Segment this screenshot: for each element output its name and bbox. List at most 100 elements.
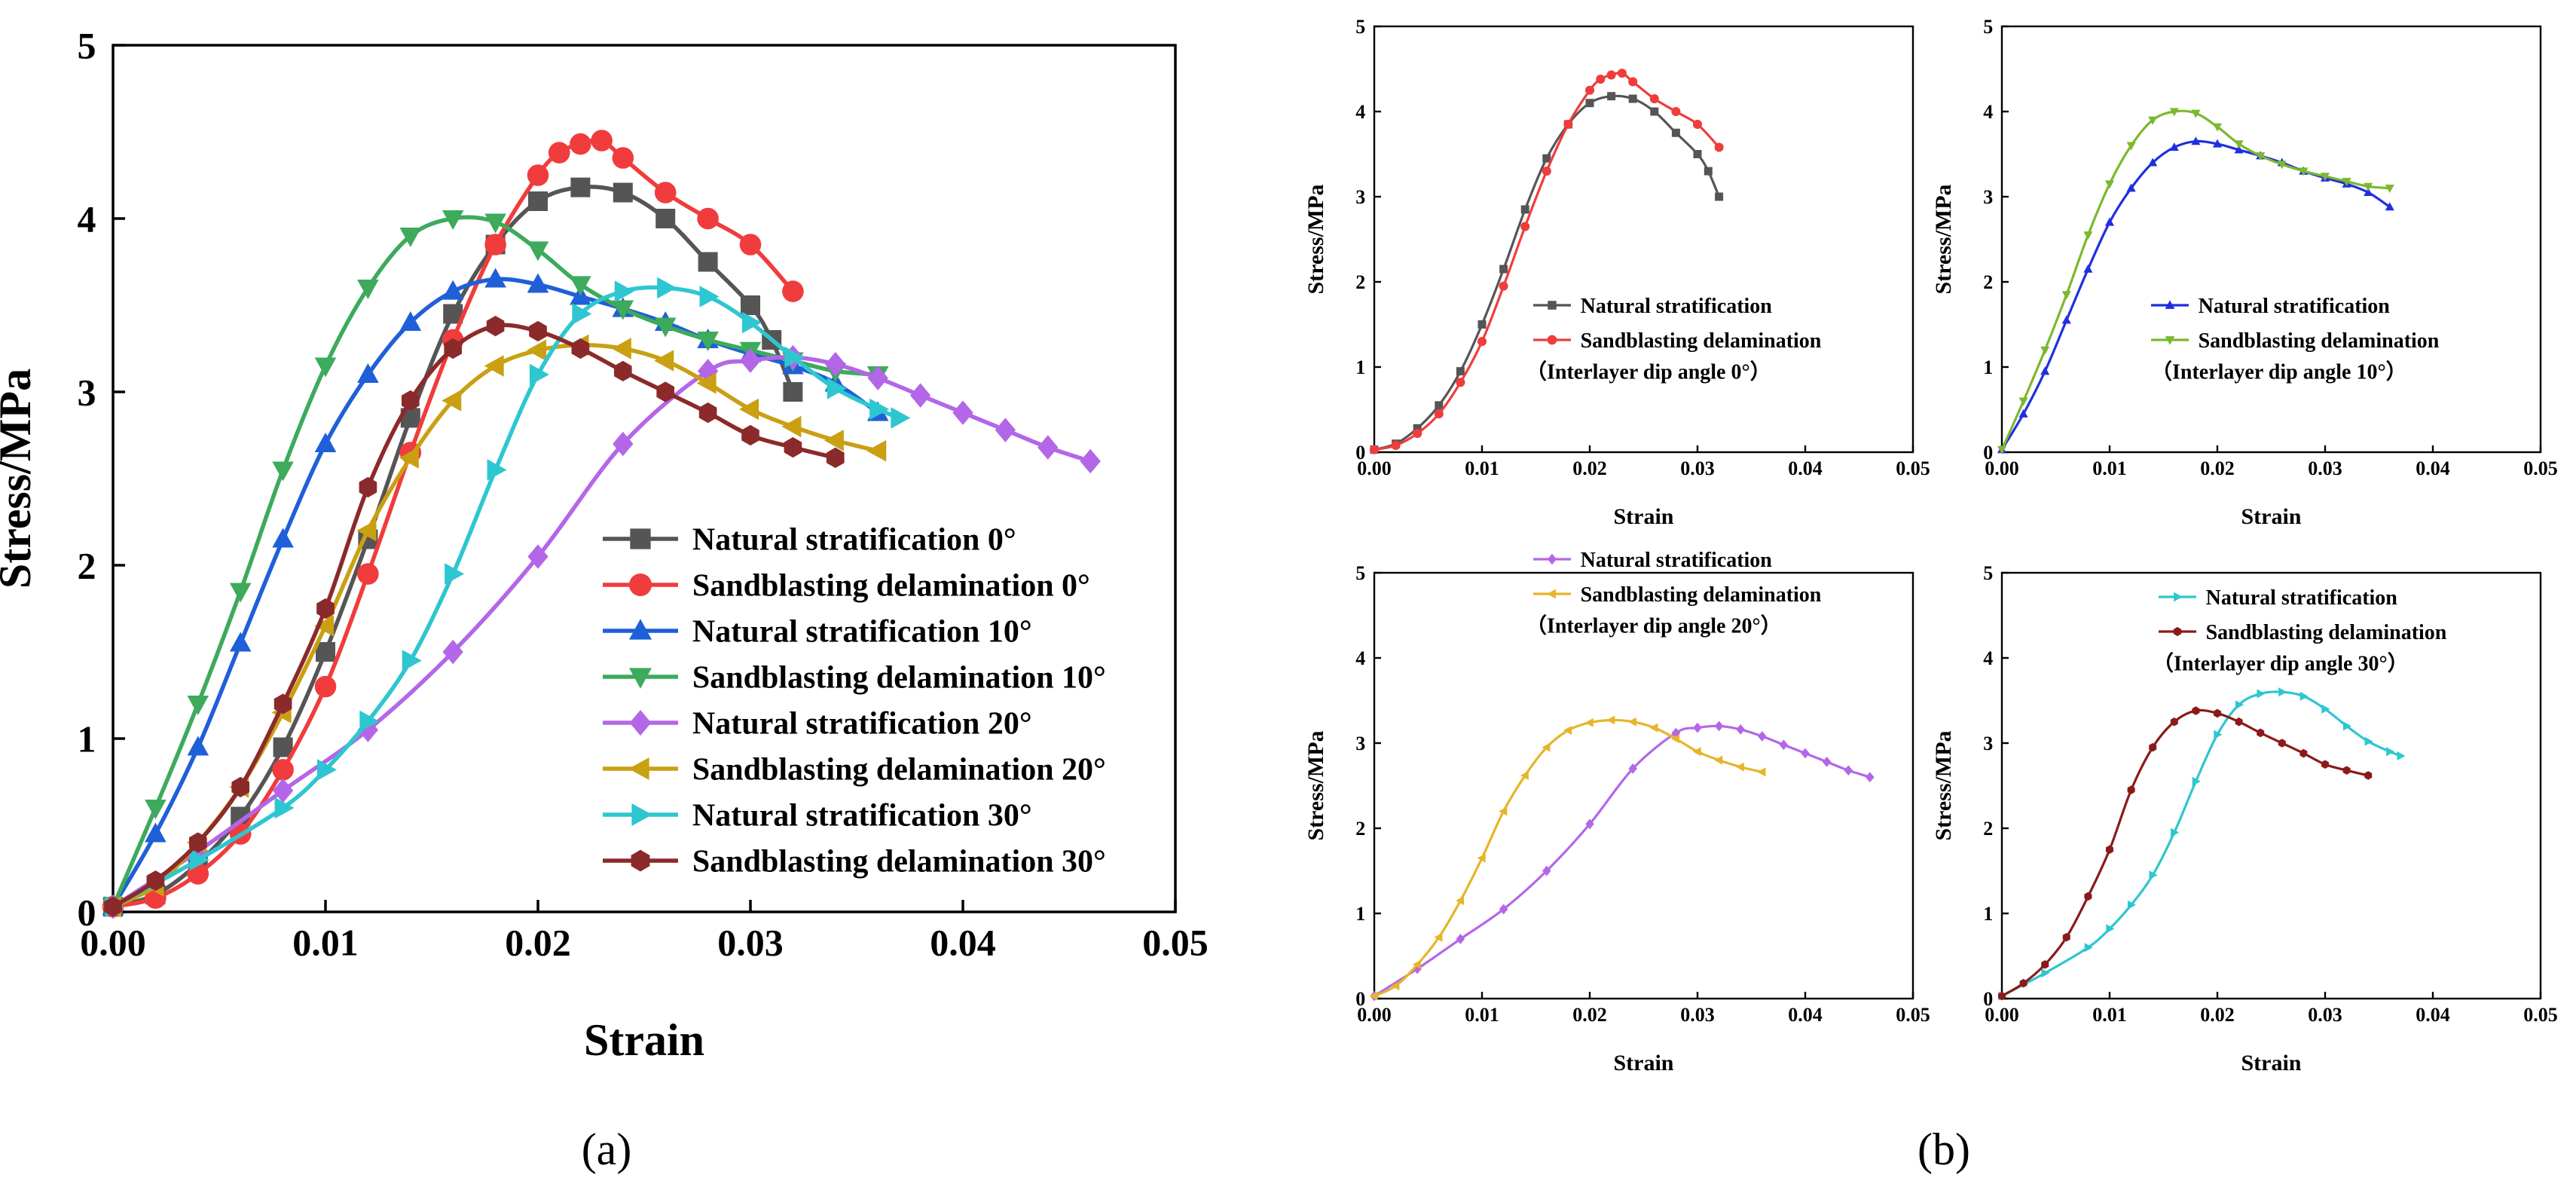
legend-label: Sandblasting delamination [2199, 329, 2440, 353]
data-point [1606, 715, 1615, 725]
legend-marker [2174, 592, 2183, 602]
chart-b1: 0.00 0.01 0.02 0.03 0.04 0.05 0 1 2 3 4 5 Strain Stre… [1303, 16, 1930, 529]
legend-marker [1548, 301, 1557, 310]
x-tick-label: 0.02 [2200, 457, 2235, 479]
data-point [2385, 185, 2394, 194]
data-point [527, 164, 549, 186]
data-point [571, 338, 590, 359]
data-point [2192, 776, 2201, 786]
y-axis-label: Stress/MPa [1303, 184, 1328, 294]
data-point [2257, 689, 2266, 699]
legend-label: Natural stratification [2206, 586, 2398, 610]
annotation: （Interlayer dip angle 0°） [1526, 359, 1771, 384]
data-point [1434, 409, 1444, 419]
data-point [1671, 734, 1680, 744]
plot-frame [2000, 571, 2542, 1000]
data-point [1866, 772, 1875, 783]
legend-label: Natural stratification 30° [692, 799, 1032, 834]
data-point [2191, 109, 2201, 118]
data-point [1456, 896, 1465, 906]
series-1 [1997, 108, 2394, 454]
y-tick-label: 1 [78, 718, 96, 760]
data-point [613, 431, 634, 457]
data-point [1499, 281, 1508, 291]
legend-marker [631, 803, 652, 827]
data-point [826, 447, 845, 469]
legend-marker [1547, 553, 1557, 565]
legend-label: Natural stratification 10° [692, 615, 1032, 650]
data-point [696, 372, 717, 394]
x-tick-label: 0.02 [1572, 1004, 1607, 1026]
data-point [1714, 142, 1724, 152]
data-point [2126, 183, 2136, 192]
data-point [1477, 853, 1486, 863]
legend-marker [631, 849, 650, 872]
data-point [188, 832, 207, 853]
data-point [1563, 119, 1573, 129]
data-point [867, 366, 888, 390]
data-point [2104, 217, 2115, 226]
chart-b3: 0.00 0.01 0.02 0.03 0.04 0.05 0 1 2 3 4 5 Strain Stre… [1303, 549, 1930, 1075]
data-point [357, 279, 379, 299]
data-point [1650, 107, 1659, 116]
data-point [484, 355, 504, 377]
x-tick-label: 0.05 [2523, 457, 2558, 479]
data-point [891, 407, 911, 429]
x-tick-label: 0.00 [1985, 1004, 2019, 1026]
data-point [1671, 128, 1680, 137]
data-point [2083, 264, 2093, 273]
y-tick-label: 3 [78, 372, 96, 414]
plot-frame [1373, 571, 1914, 1000]
data-point [612, 300, 634, 320]
data-point [2214, 730, 2223, 739]
legend-label: Sandblasting delamination [1581, 329, 1822, 353]
legend-label: Natural stratification [1581, 295, 1773, 318]
data-point [781, 415, 802, 438]
data-point [1671, 727, 1681, 739]
data-point [2191, 136, 2201, 145]
data-point [2127, 900, 2136, 910]
data-point [314, 357, 337, 378]
legend-label: Sandblasting delamination 0° [692, 569, 1090, 604]
data-point [357, 563, 379, 585]
data-point [400, 408, 420, 428]
data-point [824, 430, 844, 451]
data-point [2364, 188, 2373, 197]
x-tick-label: 0.05 [1142, 922, 1209, 964]
y-tick-label: 1 [1355, 356, 1365, 378]
y-tick-label: 5 [78, 25, 96, 67]
data-point [399, 311, 422, 332]
data-point [2364, 736, 2373, 746]
data-point [654, 317, 677, 338]
legend-marker [628, 668, 652, 689]
y-tick-label: 4 [1983, 101, 1993, 123]
data-point [2169, 142, 2179, 151]
data-point [2234, 145, 2244, 154]
data-point [2126, 142, 2136, 151]
data-point [613, 360, 632, 382]
data-point [657, 277, 677, 299]
data-point [1585, 99, 1594, 108]
data-point [825, 351, 846, 377]
data-point [2386, 747, 2395, 757]
series-6 [104, 277, 911, 918]
data-point [2212, 139, 2223, 148]
data-point [1542, 865, 1551, 876]
y-tick-label: 1 [1983, 903, 1993, 925]
data-point [740, 348, 761, 373]
data-point [741, 311, 762, 334]
data-point [527, 339, 547, 362]
data-point [1692, 747, 1701, 757]
data-point [1520, 205, 1529, 214]
data-point [486, 315, 505, 337]
data-point [1584, 85, 1595, 95]
data-point [444, 338, 463, 359]
y-tick-label: 4 [1355, 647, 1365, 669]
data-point [697, 331, 719, 351]
data-point [1037, 435, 1059, 460]
plot-frame [112, 44, 1177, 913]
y-tick-label: 0 [78, 892, 96, 934]
data-point [104, 896, 122, 917]
data-point [782, 280, 804, 302]
